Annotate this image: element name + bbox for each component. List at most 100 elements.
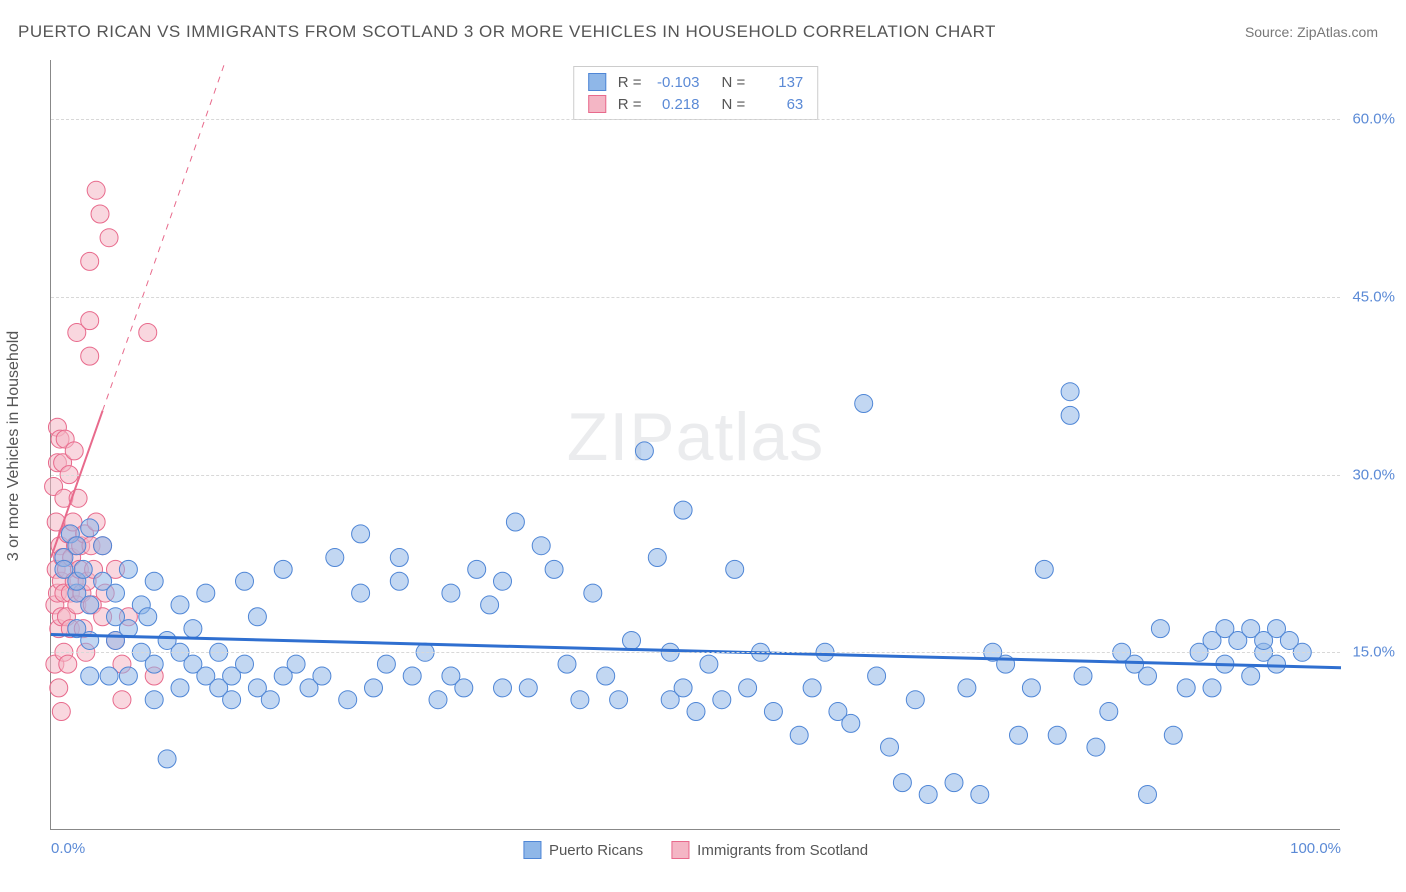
scatter-point (139, 608, 157, 626)
scatter-point (1061, 406, 1079, 424)
gridline (51, 297, 1340, 298)
scatter-point (1010, 726, 1028, 744)
scatter-point (1268, 655, 1286, 673)
scatter-point (171, 596, 189, 614)
scatter-point (313, 667, 331, 685)
scatter-point (74, 560, 92, 578)
legend-swatch (523, 841, 541, 859)
scatter-point (223, 691, 241, 709)
scatter-point (145, 572, 163, 590)
scatter-point (958, 679, 976, 697)
scatter-point (945, 774, 963, 792)
scatter-point (1100, 703, 1118, 721)
scatter-point (107, 584, 125, 602)
scatter-point (236, 655, 254, 673)
scatter-point (119, 667, 137, 685)
scatter-point (390, 549, 408, 567)
scatter-point (635, 442, 653, 460)
scatter-point (197, 584, 215, 602)
scatter-point (494, 572, 512, 590)
scatter-point (119, 560, 137, 578)
gridline (51, 119, 1340, 120)
scatter-point (1139, 785, 1157, 803)
scatter-point (481, 596, 499, 614)
chart-title: PUERTO RICAN VS IMMIGRANTS FROM SCOTLAND… (18, 22, 996, 42)
scatter-point (584, 584, 602, 602)
scatter-point (1061, 383, 1079, 401)
legend-r-value: -0.103 (650, 74, 700, 91)
scatter-point (893, 774, 911, 792)
legend-n-value: 63 (753, 96, 803, 113)
scatter-point (50, 679, 68, 697)
x-tick-label: 100.0% (1290, 840, 1341, 857)
scatter-point (236, 572, 254, 590)
chart-svg (51, 60, 1340, 829)
scatter-point (261, 691, 279, 709)
scatter-point (1203, 679, 1221, 697)
scatter-point (377, 655, 395, 673)
legend-r-label: R = (618, 96, 642, 113)
scatter-point (868, 667, 886, 685)
scatter-point (68, 537, 86, 555)
scatter-point (468, 560, 486, 578)
scatter-point (506, 513, 524, 531)
scatter-point (1074, 667, 1092, 685)
legend-n-label: N = (722, 74, 746, 91)
scatter-point (429, 691, 447, 709)
scatter-point (59, 655, 77, 673)
scatter-point (1087, 738, 1105, 756)
series-legend-label: Puerto Ricans (549, 842, 643, 859)
gridline (51, 475, 1340, 476)
scatter-point (1139, 667, 1157, 685)
scatter-point (713, 691, 731, 709)
series-legend-label: Immigrants from Scotland (697, 842, 868, 859)
scatter-point (145, 655, 163, 673)
scatter-point (81, 667, 99, 685)
scatter-point (100, 667, 118, 685)
legend-n-label: N = (722, 96, 746, 113)
scatter-point (113, 691, 131, 709)
scatter-point (610, 691, 628, 709)
scatter-point (726, 560, 744, 578)
scatter-point (1035, 560, 1053, 578)
y-tick-label: 45.0% (1352, 288, 1395, 305)
trend-line-extrapolated (103, 60, 226, 411)
scatter-point (764, 703, 782, 721)
scatter-point (1022, 679, 1040, 697)
scatter-point (842, 714, 860, 732)
scatter-point (455, 679, 473, 697)
source-attribution: Source: ZipAtlas.com (1245, 24, 1378, 40)
y-axis-title: 3 or more Vehicles in Household (5, 331, 23, 561)
legend-r-label: R = (618, 74, 642, 91)
scatter-point (855, 395, 873, 413)
scatter-point (597, 667, 615, 685)
y-tick-label: 30.0% (1352, 466, 1395, 483)
series-legend: Puerto Ricans Immigrants from Scotland (523, 841, 868, 859)
scatter-point (365, 679, 383, 697)
scatter-point (287, 655, 305, 673)
scatter-point (65, 442, 83, 460)
series-legend-item: Immigrants from Scotland (671, 841, 868, 859)
scatter-point (803, 679, 821, 697)
scatter-point (184, 620, 202, 638)
scatter-point (94, 537, 112, 555)
scatter-point (91, 205, 109, 223)
scatter-point (687, 703, 705, 721)
y-tick-label: 60.0% (1352, 111, 1395, 128)
legend-row: R =0.218N =63 (588, 93, 804, 115)
legend-swatch (588, 95, 606, 113)
scatter-point (571, 691, 589, 709)
scatter-point (248, 608, 266, 626)
scatter-point (494, 679, 512, 697)
scatter-point (532, 537, 550, 555)
scatter-point (87, 181, 105, 199)
plot-area: ZIPatlas R =-0.103N =137R =0.218N =63 Pu… (50, 60, 1340, 830)
scatter-point (674, 501, 692, 519)
scatter-point (1048, 726, 1066, 744)
x-tick-label: 0.0% (51, 840, 85, 857)
scatter-point (81, 312, 99, 330)
scatter-point (558, 655, 576, 673)
scatter-point (274, 560, 292, 578)
scatter-point (390, 572, 408, 590)
gridline (51, 652, 1340, 653)
